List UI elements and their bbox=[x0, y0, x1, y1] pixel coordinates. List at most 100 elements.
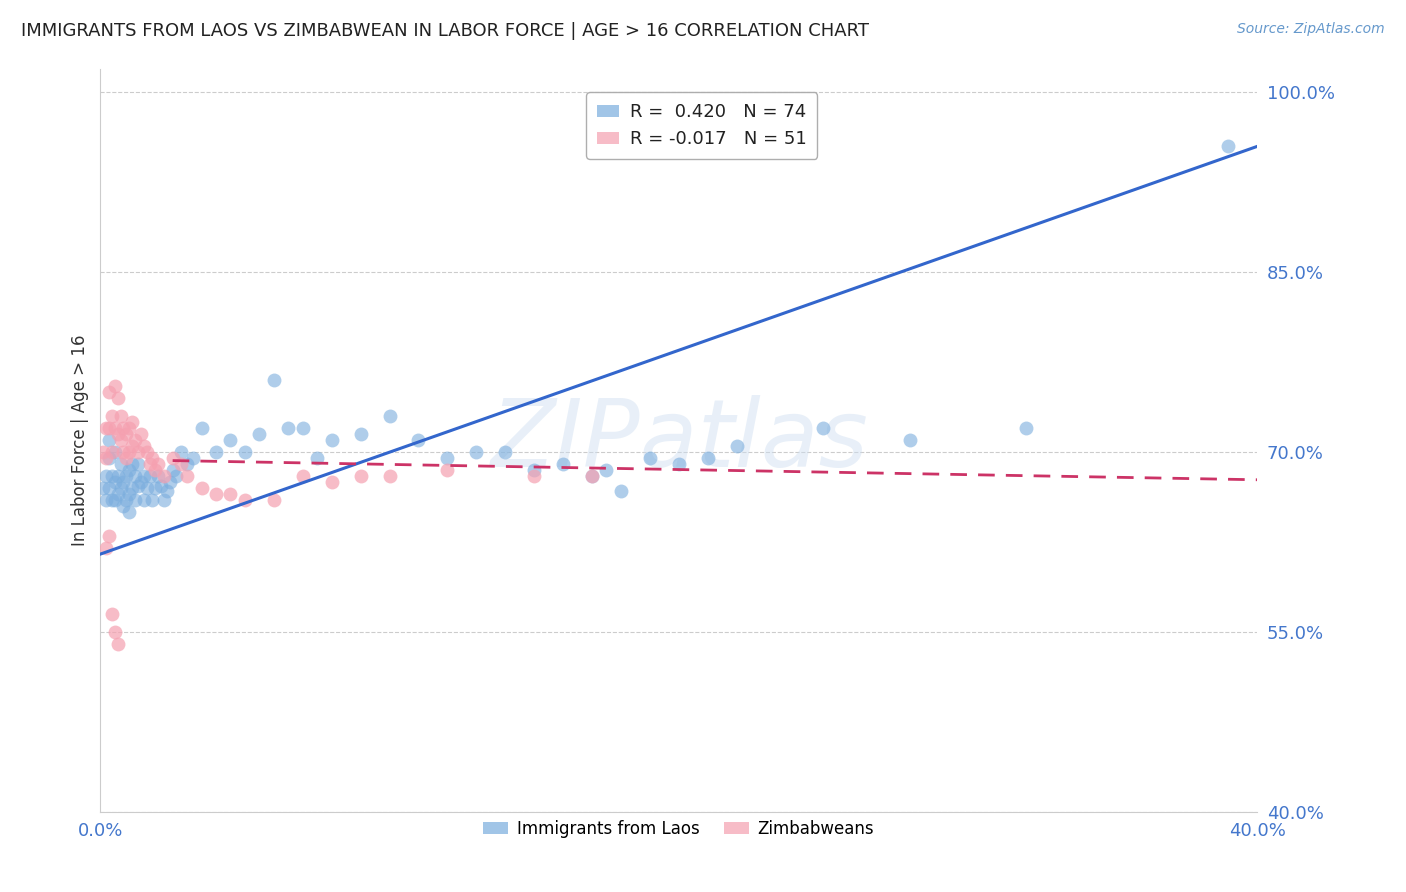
Point bbox=[247, 427, 270, 442]
Point bbox=[124, 469, 146, 483]
Point bbox=[150, 479, 173, 493]
Point bbox=[94, 469, 117, 483]
Point bbox=[143, 463, 166, 477]
Point bbox=[135, 445, 157, 459]
Point bbox=[141, 493, 163, 508]
Point bbox=[165, 469, 187, 483]
Point bbox=[101, 409, 124, 424]
Point bbox=[291, 469, 314, 483]
Point bbox=[98, 421, 121, 435]
Point bbox=[523, 469, 546, 483]
Point bbox=[138, 469, 160, 483]
Point bbox=[101, 607, 124, 621]
Point bbox=[668, 457, 690, 471]
Point bbox=[581, 469, 603, 483]
Point bbox=[610, 483, 633, 498]
Point bbox=[159, 475, 181, 490]
Text: IMMIGRANTS FROM LAOS VS ZIMBABWEAN IN LABOR FORCE | AGE > 16 CORRELATION CHART: IMMIGRANTS FROM LAOS VS ZIMBABWEAN IN LA… bbox=[21, 22, 869, 40]
Point bbox=[98, 529, 121, 543]
Point bbox=[115, 451, 138, 466]
Point bbox=[121, 457, 143, 471]
Point bbox=[107, 487, 129, 501]
Point bbox=[263, 493, 285, 508]
Point bbox=[107, 637, 129, 651]
Point bbox=[176, 457, 198, 471]
Point bbox=[162, 463, 184, 477]
Point bbox=[94, 541, 117, 555]
Point bbox=[118, 505, 141, 519]
Point bbox=[98, 385, 121, 400]
Point bbox=[129, 427, 152, 442]
Point bbox=[101, 493, 124, 508]
Point bbox=[127, 479, 149, 493]
Point bbox=[101, 445, 124, 459]
Text: ZIPatlas: ZIPatlas bbox=[489, 394, 868, 486]
Point bbox=[378, 469, 401, 483]
Point bbox=[115, 427, 138, 442]
Point bbox=[349, 427, 371, 442]
Point bbox=[170, 457, 193, 471]
Point bbox=[107, 391, 129, 405]
Point bbox=[124, 433, 146, 447]
Point bbox=[112, 421, 135, 435]
Point bbox=[104, 421, 127, 435]
Point bbox=[219, 487, 242, 501]
Point bbox=[436, 451, 458, 466]
Point bbox=[494, 445, 516, 459]
Point bbox=[132, 493, 155, 508]
Text: Source: ZipAtlas.com: Source: ZipAtlas.com bbox=[1237, 22, 1385, 37]
Point bbox=[291, 421, 314, 435]
Point bbox=[98, 433, 121, 447]
Point bbox=[1015, 421, 1038, 435]
Point bbox=[110, 409, 132, 424]
Point bbox=[205, 487, 228, 501]
Point bbox=[170, 445, 193, 459]
Point bbox=[181, 451, 204, 466]
Legend: Immigrants from Laos, Zimbabweans: Immigrants from Laos, Zimbabweans bbox=[477, 814, 882, 845]
Point bbox=[153, 469, 176, 483]
Point bbox=[190, 481, 212, 495]
Point bbox=[104, 625, 127, 640]
Point bbox=[98, 481, 121, 495]
Point bbox=[595, 463, 617, 477]
Point bbox=[321, 475, 343, 490]
Point bbox=[219, 433, 242, 447]
Point bbox=[162, 451, 184, 466]
Point bbox=[132, 469, 155, 483]
Point bbox=[94, 493, 117, 508]
Point bbox=[725, 439, 748, 453]
Point bbox=[135, 481, 157, 495]
Point bbox=[127, 445, 149, 459]
Point bbox=[94, 451, 117, 466]
Point bbox=[124, 493, 146, 508]
Point bbox=[813, 421, 835, 435]
Point bbox=[115, 493, 138, 508]
Point bbox=[263, 373, 285, 387]
Point bbox=[101, 469, 124, 483]
Point bbox=[121, 439, 143, 453]
Point bbox=[110, 433, 132, 447]
Point bbox=[523, 463, 546, 477]
Point bbox=[104, 493, 127, 508]
Point bbox=[118, 487, 141, 501]
Point bbox=[551, 457, 574, 471]
Point bbox=[277, 421, 299, 435]
Point bbox=[233, 445, 256, 459]
Point bbox=[465, 445, 488, 459]
Point bbox=[104, 445, 127, 459]
Point bbox=[148, 469, 170, 483]
Point bbox=[233, 493, 256, 508]
Point bbox=[349, 469, 371, 483]
Point bbox=[118, 445, 141, 459]
Point bbox=[176, 469, 198, 483]
Point bbox=[110, 457, 132, 471]
Point bbox=[107, 469, 129, 483]
Point bbox=[696, 451, 718, 466]
Point bbox=[127, 457, 149, 471]
Point bbox=[143, 481, 166, 495]
Point bbox=[436, 463, 458, 477]
Point bbox=[129, 475, 152, 490]
Point bbox=[138, 457, 160, 471]
Point bbox=[118, 463, 141, 477]
Point bbox=[104, 379, 127, 393]
